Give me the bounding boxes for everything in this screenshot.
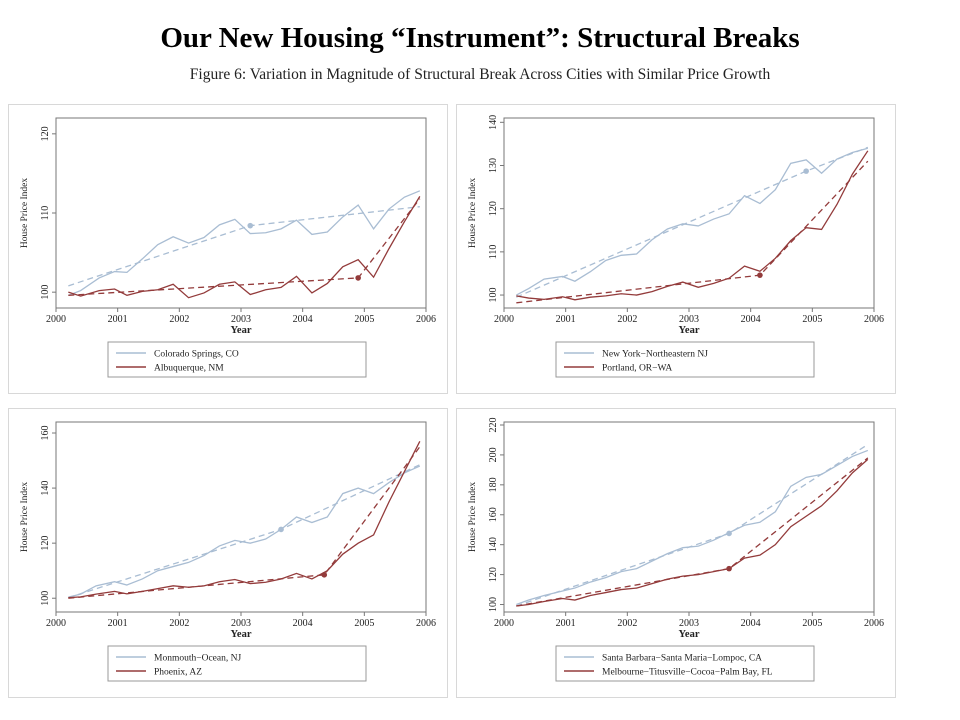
x-tick-label: 2005 [354, 314, 374, 325]
legend-box [107, 341, 367, 378]
x-tick-label: 2006 [416, 618, 436, 629]
structural-break-point [247, 222, 254, 229]
legend-entry: Phoenix, AZ [154, 668, 202, 678]
y-tick-label: 200 [488, 447, 499, 462]
y-tick-label: 140 [40, 481, 51, 496]
y-tick-label: 130 [488, 158, 499, 173]
legend-box [107, 645, 367, 682]
x-tick-label: 2002 [617, 314, 637, 325]
y-tick-label: 100 [488, 597, 499, 612]
chart-svg: 2000 2001 2002 2003 2004 2005 2006 100 120 140 160… [456, 408, 896, 698]
y-tick-label: 160 [488, 507, 499, 522]
x-tick-label: 2001 [108, 618, 128, 629]
x-tick-label: 2006 [864, 314, 884, 325]
plot-area [55, 421, 427, 613]
legend-entry: Monmouth−Ocean, NJ [154, 654, 241, 664]
chart-svg: 2000 2001 2002 2003 2004 2005 2006 100 110 120 130… [456, 104, 896, 394]
x-axis-label: Year [231, 629, 252, 640]
y-tick-label: 110 [40, 206, 51, 221]
x-tick-label: 2003 [679, 314, 699, 325]
series-line [516, 147, 869, 296]
y-tick-label: 140 [488, 115, 499, 130]
x-tick-label: 2002 [169, 618, 189, 629]
x-tick-label: 2002 [169, 314, 189, 325]
x-tick-label: 2005 [802, 618, 822, 629]
y-tick-label: 100 [40, 285, 51, 300]
x-tick-label: 2000 [46, 618, 66, 629]
x-tick-label: 2001 [108, 314, 128, 325]
y-tick-label: 110 [488, 245, 499, 260]
chart-panel-newyork-portland: 2000 2001 2002 2003 2004 2005 2006 100 110 120 130… [456, 104, 896, 394]
x-tick-label: 2003 [231, 618, 251, 629]
legend-box [555, 341, 815, 378]
chart-panel-colorado-albuquerque: 2000 2001 2002 2003 2004 2005 2006 100 110 120 Yea… [8, 104, 448, 394]
y-tick-label: 120 [488, 201, 499, 216]
x-tick-label: 2004 [741, 618, 761, 629]
x-tick-label: 2005 [802, 314, 822, 325]
slide-title: Our New Housing “Instrument”: Structural… [160, 22, 800, 54]
x-tick-label: 2004 [293, 314, 313, 325]
legend-entry: Colorado Springs, CO [154, 350, 239, 360]
structural-break-point [726, 530, 732, 537]
x-tick-label: 2000 [494, 314, 514, 325]
structural-break-point [757, 272, 763, 278]
plot-area [503, 421, 875, 613]
series-line [68, 440, 421, 599]
y-tick-label: 220 [488, 417, 499, 432]
chart-panel-monmouth-phoenix: 2000 2001 2002 2003 2004 2005 2006 100 120 140 160… [8, 408, 448, 698]
series-line [516, 150, 869, 301]
chart-svg: 2000 2001 2002 2003 2004 2005 2006 100 110 120 Yea… [8, 104, 448, 394]
series-line [68, 465, 421, 598]
y-tick-label: 140 [488, 537, 499, 552]
structural-break-point [355, 275, 361, 281]
x-tick-label: 2000 [494, 618, 514, 629]
y-axis-label: House Price Index [20, 482, 30, 552]
structural-break-point [278, 526, 284, 533]
series-line [68, 196, 421, 299]
y-tick-label: 160 [40, 426, 51, 441]
x-tick-label: 2005 [354, 618, 374, 629]
x-tick-label: 2006 [864, 618, 884, 629]
y-axis-label: House Price Index [468, 482, 478, 552]
figure-caption: Figure 6: Variation in Magnitude of Stru… [189, 66, 771, 83]
plot-area [55, 117, 427, 309]
y-tick-label: 120 [40, 126, 51, 141]
legend-entry: Melbourne−Titusville−Cocoa−Palm Bay, FL [602, 668, 773, 678]
x-tick-label: 2004 [293, 618, 313, 629]
y-tick-label: 120 [488, 567, 499, 582]
x-axis-label: Year [679, 629, 700, 640]
series-line [68, 190, 421, 296]
x-tick-label: 2006 [416, 314, 436, 325]
series-trend-line [68, 446, 421, 599]
x-tick-label: 2001 [556, 618, 576, 629]
legend-entry: Santa Barbara−Santa Maria−Lompoc, CA [602, 654, 762, 664]
series-line [516, 458, 869, 607]
series-line [516, 449, 869, 606]
legend-entry: Albuquerque, NM [154, 364, 224, 374]
structural-break-point [321, 572, 328, 578]
legend-entry: New York−Northeastern NJ [602, 350, 708, 360]
chart-svg: 2000 2001 2002 2003 2004 2005 2006 100 120 140 160… [8, 408, 448, 698]
x-tick-label: 2000 [46, 314, 66, 325]
x-tick-label: 2003 [679, 618, 699, 629]
x-tick-label: 2003 [231, 314, 251, 325]
x-axis-label: Year [679, 325, 700, 336]
x-tick-label: 2004 [741, 314, 761, 325]
y-tick-label: 120 [40, 536, 51, 551]
y-axis-label: House Price Index [468, 178, 478, 248]
legend-entry: Portland, OR−WA [602, 364, 672, 374]
y-axis-label: House Price Index [20, 178, 30, 248]
x-tick-label: 2002 [617, 618, 637, 629]
series-trend-line [516, 457, 869, 607]
x-tick-label: 2001 [556, 314, 576, 325]
chart-panel-santabarbara-melbourne: 2000 2001 2002 2003 2004 2005 2006 100 120 140 160… [456, 408, 896, 698]
legend-box [555, 645, 815, 682]
x-axis-label: Year [231, 325, 252, 336]
y-tick-label: 180 [488, 477, 499, 492]
structural-break-point [803, 168, 809, 174]
y-tick-label: 100 [488, 288, 499, 303]
structural-break-point [726, 565, 732, 572]
y-tick-label: 100 [40, 591, 51, 606]
